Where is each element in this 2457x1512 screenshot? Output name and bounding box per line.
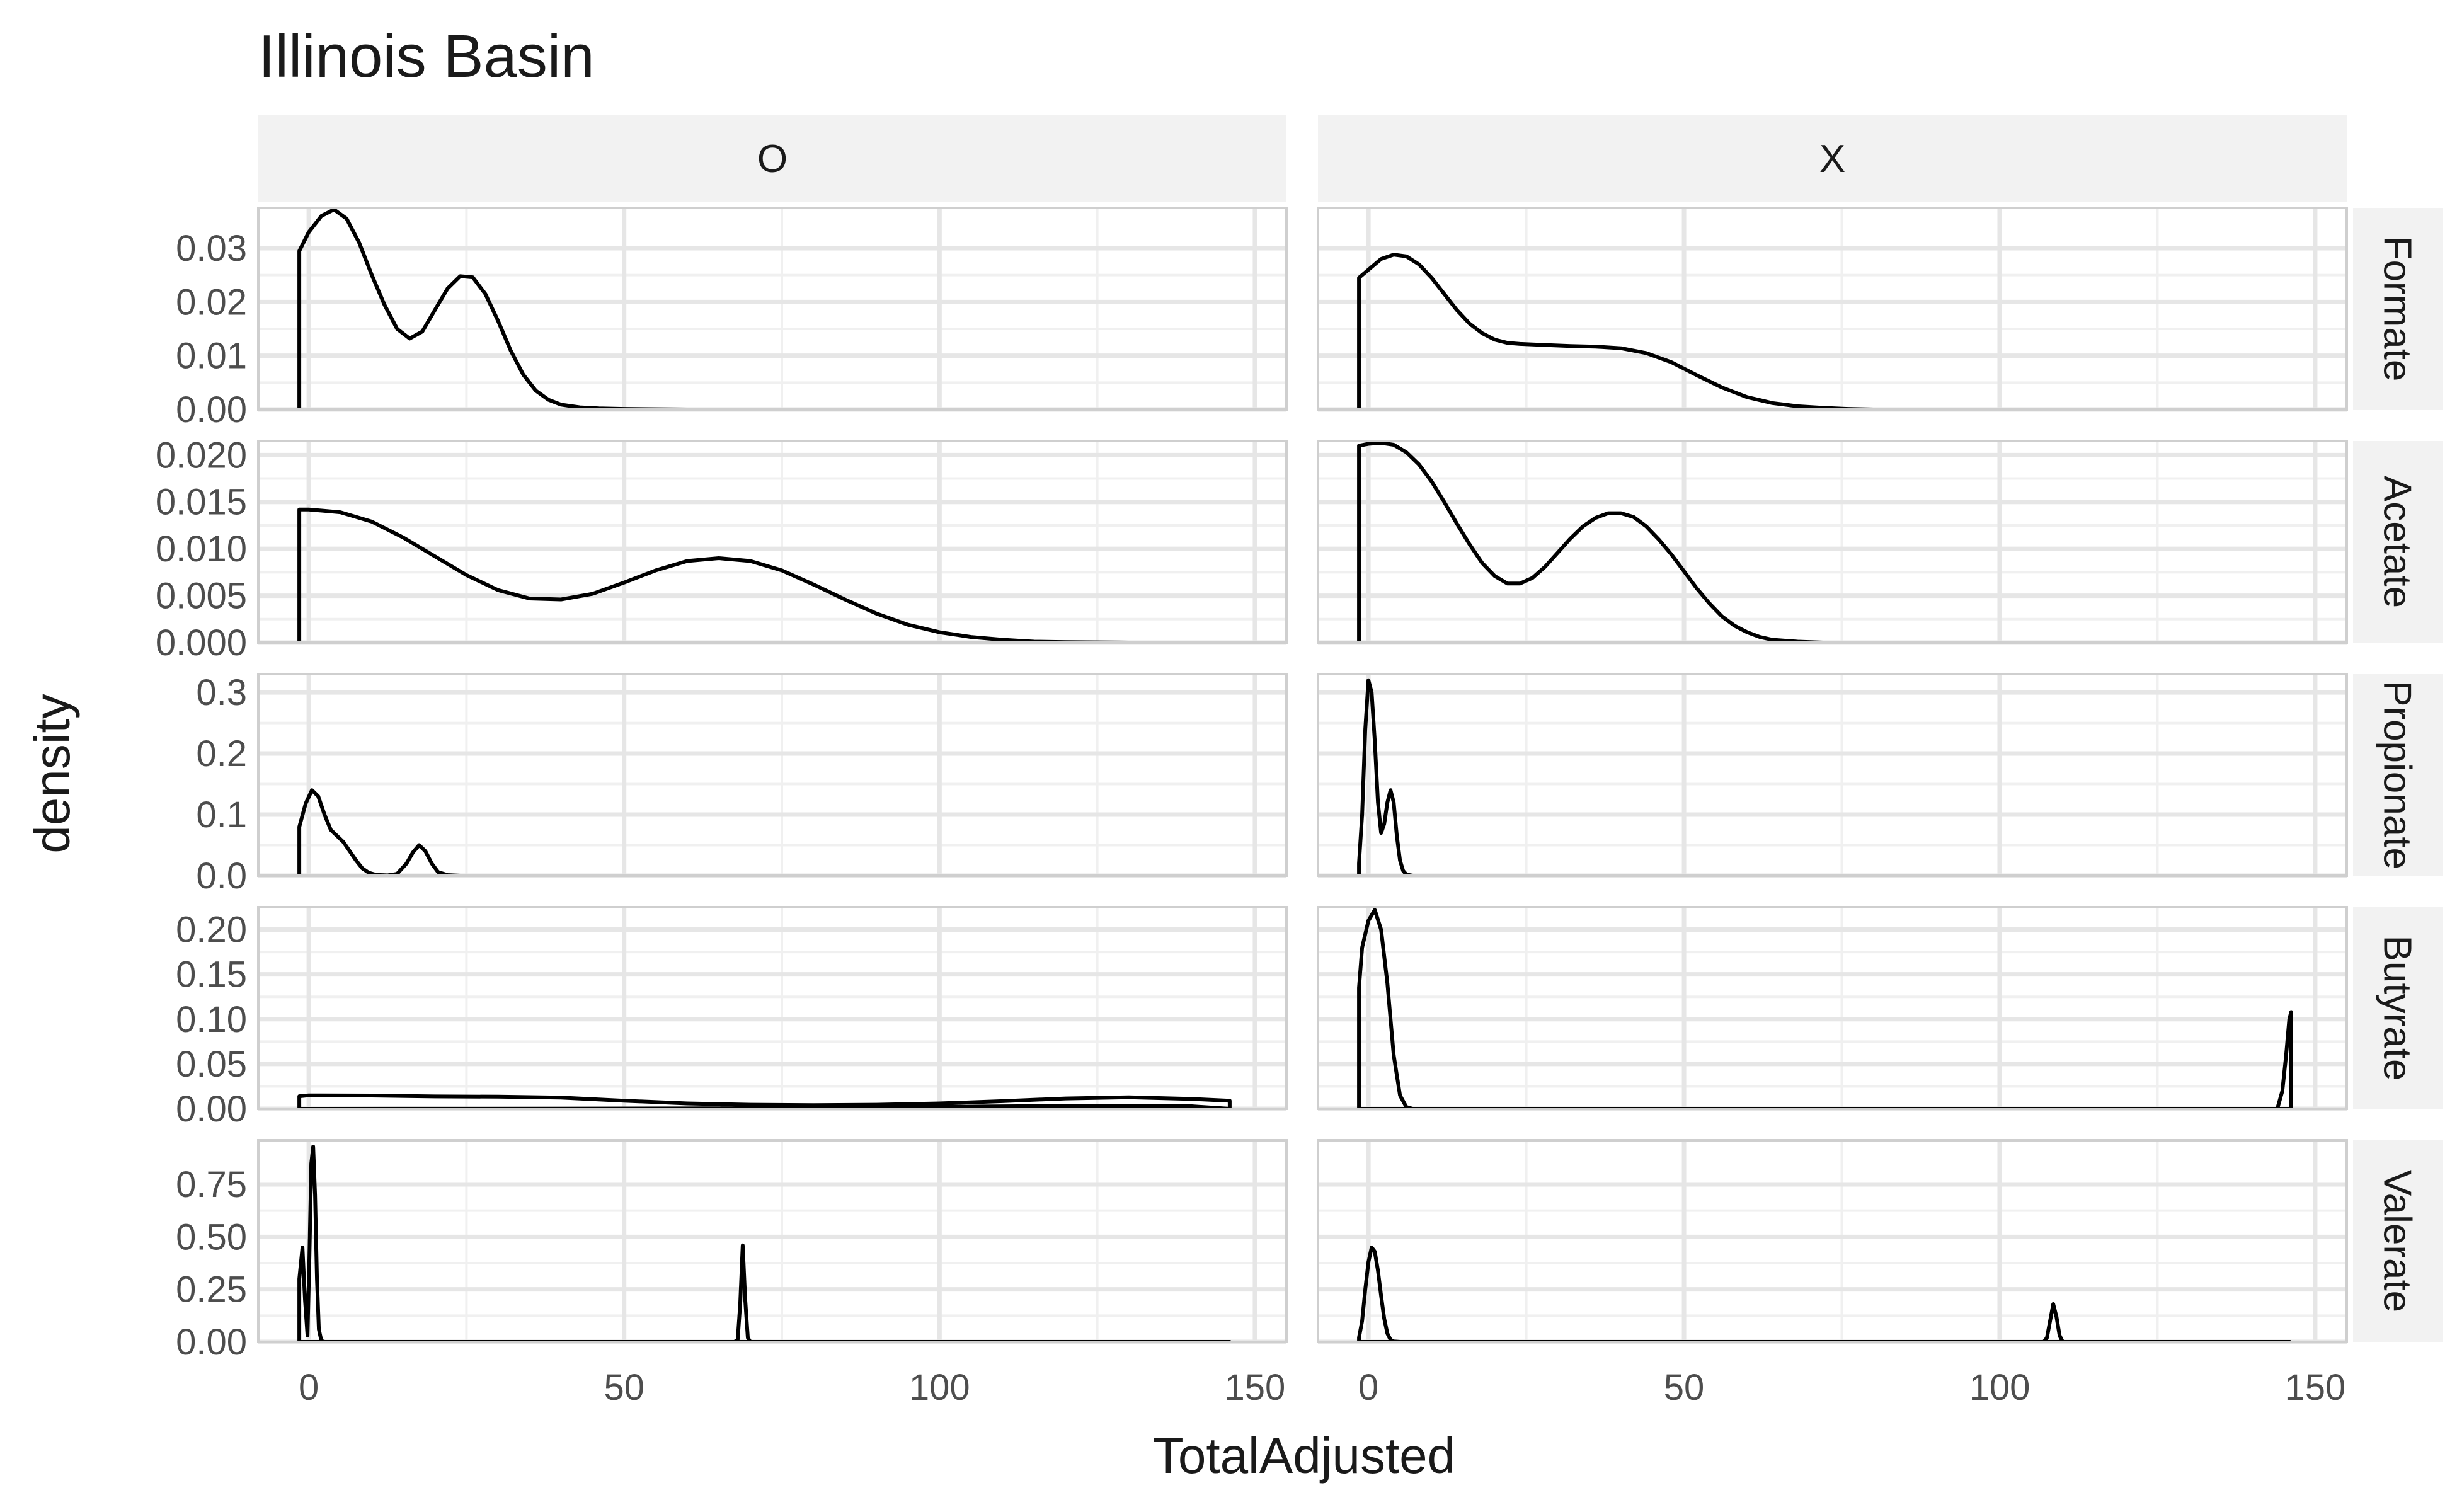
- density-curve-x-butyrate: [1357, 908, 2293, 1109]
- row-strip-acetate: [2353, 441, 2443, 643]
- y-tick-label-formate-2: 0.02: [176, 282, 247, 323]
- y-tick-label-butyrate-4: 0.20: [176, 910, 247, 951]
- x-tick-label-o-100: 100: [909, 1367, 970, 1408]
- panel-border-x-acetate: [1317, 440, 2348, 644]
- panel-x-formate: [1317, 207, 2348, 412]
- y-tick-label-propionate-3: 0.3: [196, 672, 247, 713]
- panel-border-o-valerate: [257, 1139, 1288, 1343]
- panel-border-o-propionate: [257, 673, 1288, 877]
- y-tick-label-acetate-2: 0.010: [156, 529, 247, 570]
- panel-border-x-valerate: [1317, 1139, 2348, 1343]
- y-tick-label-acetate-0: 0.000: [156, 622, 247, 663]
- facet-panels: O X Formate Acetate Propionate Butyrate Valera…: [156, 115, 2443, 1408]
- row-strip-label-formate: Formate: [2376, 236, 2419, 382]
- panel-o-valerate: [257, 1139, 1288, 1344]
- density-curve-x-valerate: [1357, 1246, 2292, 1342]
- panel-border-o-butyrate: [257, 906, 1288, 1110]
- density-curve-o-propionate: [297, 788, 1232, 876]
- panel-o-butyrate: [257, 906, 1288, 1111]
- y-tick-label-acetate-3: 0.015: [156, 482, 247, 523]
- x-tick-label-x-100: 100: [1969, 1367, 2030, 1408]
- density-curve-o-valerate: [297, 1145, 1232, 1342]
- x-axis-title: TotalAdjusted: [1153, 1428, 1455, 1484]
- column-strip-label-o: O: [757, 137, 788, 181]
- column-strip-x: [1318, 115, 2347, 202]
- column-strip-o: [258, 115, 1286, 202]
- y-tick-label-butyrate-3: 0.15: [176, 954, 247, 995]
- row-strip-label-valerate: Valerate: [2376, 1170, 2419, 1312]
- row-strip-formate: [2353, 208, 2443, 410]
- y-tick-label-valerate-3: 0.75: [176, 1164, 247, 1205]
- panel-x-acetate: [1317, 440, 2348, 645]
- y-tick-label-formate-3: 0.03: [176, 228, 247, 269]
- density-curve-o-acetate: [297, 507, 1232, 643]
- panel-border-o-acetate: [257, 440, 1288, 644]
- panel-x-valerate: [1317, 1139, 2348, 1344]
- x-tick-label-o-0: 0: [299, 1367, 319, 1408]
- panel-o-propionate: [257, 673, 1288, 878]
- panel-border-x-propionate: [1317, 673, 2348, 877]
- panel-o-formate: [257, 207, 1288, 412]
- y-tick-label-acetate-4: 0.020: [156, 435, 247, 476]
- y-tick-label-butyrate-1: 0.05: [176, 1044, 247, 1085]
- row-strip-label-propionate: Propionate: [2376, 680, 2419, 869]
- y-tick-label-formate-0: 0.00: [176, 389, 247, 430]
- panel-border-x-butyrate: [1317, 906, 2348, 1110]
- x-tick-label-o-50: 50: [604, 1367, 644, 1408]
- x-tick-label-x-150: 150: [2285, 1367, 2346, 1408]
- y-tick-label-acetate-1: 0.005: [156, 576, 247, 617]
- x-tick-label-x-0: 0: [1358, 1367, 1378, 1408]
- density-curve-x-formate: [1357, 253, 2292, 410]
- row-strip-butyrate: [2353, 907, 2443, 1109]
- y-tick-label-propionate-1: 0.1: [196, 794, 247, 835]
- density-curve-o-formate: [297, 208, 1232, 410]
- y-tick-label-butyrate-2: 0.10: [176, 999, 247, 1040]
- row-strip-valerate: [2353, 1140, 2443, 1342]
- y-tick-label-valerate-0: 0.00: [176, 1322, 247, 1363]
- panel-x-butyrate: [1317, 906, 2348, 1111]
- x-tick-label-o-150: 150: [1225, 1367, 1286, 1408]
- x-tick-label-x-50: 50: [1664, 1367, 1705, 1408]
- row-strip-propionate: [2353, 674, 2443, 876]
- panel-x-propionate: [1317, 673, 2348, 878]
- column-strip-label-x: X: [1819, 137, 1845, 181]
- y-tick-label-propionate-2: 0.2: [196, 733, 247, 774]
- y-tick-label-butyrate-0: 0.00: [176, 1089, 247, 1130]
- y-tick-label-valerate-1: 0.25: [176, 1269, 247, 1310]
- panel-o-acetate: [257, 440, 1288, 645]
- y-axis-title: density: [24, 694, 80, 853]
- row-strip-label-acetate: Acetate: [2376, 476, 2419, 608]
- density-curve-x-acetate: [1357, 441, 2292, 643]
- y-tick-label-formate-1: 0.01: [176, 336, 247, 377]
- panel-border-o-formate: [257, 207, 1288, 411]
- row-strip-label-butyrate: Butyrate: [2376, 936, 2419, 1081]
- y-tick-label-valerate-2: 0.50: [176, 1217, 247, 1257]
- chart-title: Illinois Basin: [258, 23, 595, 90]
- y-tick-label-propionate-0: 0.0: [196, 856, 247, 896]
- panel-border-x-formate: [1317, 207, 2348, 411]
